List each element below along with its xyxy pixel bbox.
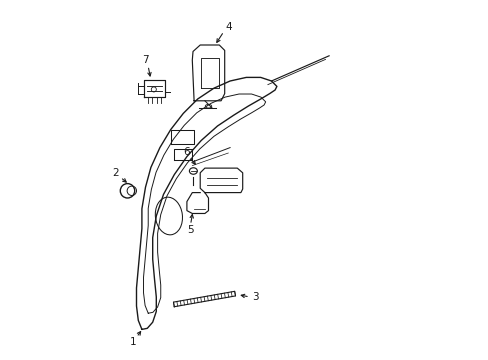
Text: 1: 1 bbox=[130, 337, 137, 347]
Text: 5: 5 bbox=[187, 225, 193, 235]
Text: 3: 3 bbox=[251, 292, 258, 302]
Text: 6: 6 bbox=[183, 147, 189, 157]
Text: 4: 4 bbox=[224, 22, 231, 32]
Text: 2: 2 bbox=[112, 168, 119, 178]
Text: 7: 7 bbox=[142, 55, 148, 65]
